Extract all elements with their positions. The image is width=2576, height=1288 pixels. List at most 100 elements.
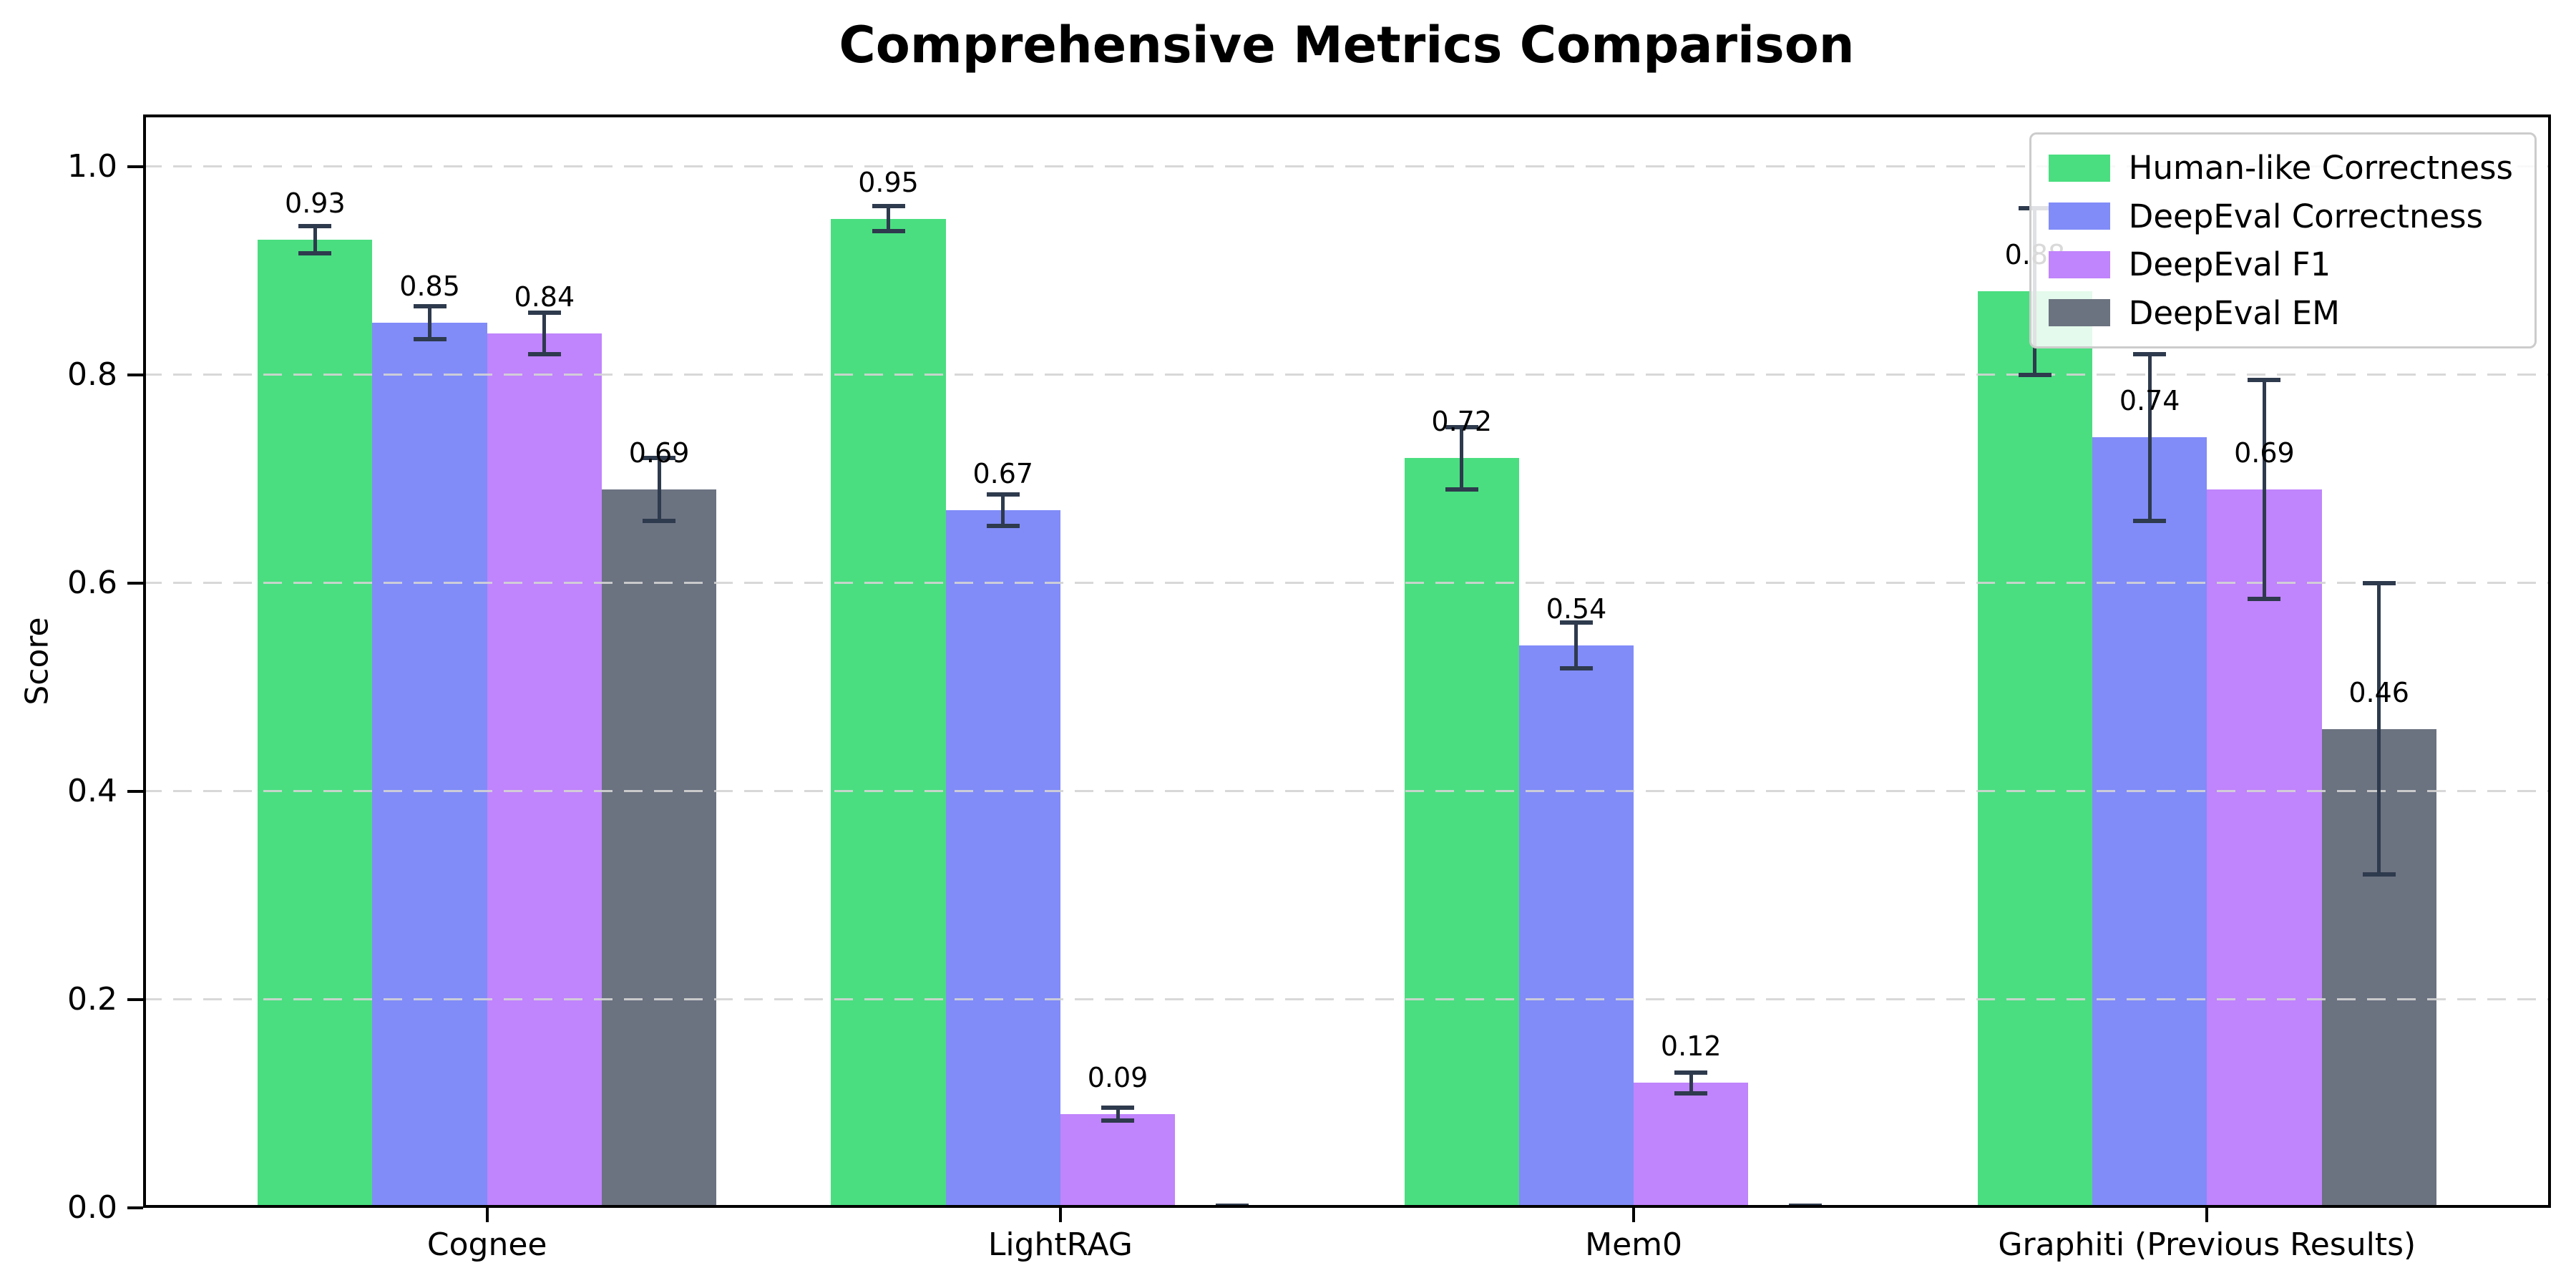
- error-bar-cap: [1101, 1118, 1135, 1123]
- bar-value-label: 0.72: [1431, 406, 1493, 438]
- bar-value-label: 0.12: [1660, 1030, 1722, 1063]
- error-bar-cap: [872, 229, 905, 233]
- error-bar-cap: [2018, 372, 2051, 377]
- error-bar: [887, 206, 891, 231]
- error-bar-cap: [1445, 424, 1478, 429]
- error-bar-cap: [986, 523, 1020, 528]
- error-bar-cap: [1674, 1070, 1708, 1075]
- bar-human-like-correctness-mem0: [1404, 458, 1519, 1208]
- y-tick-mark: [127, 373, 143, 376]
- legend-swatch: [2048, 154, 2110, 182]
- error-bar-cap: [527, 351, 561, 356]
- error-bar-cap: [1789, 1204, 1823, 1208]
- error-bar-cap: [1559, 666, 1593, 671]
- error-bar-cap: [2133, 351, 2167, 356]
- gridline-y-0.8: [143, 374, 2551, 376]
- bar-deepeval-correctness-cognee: [372, 323, 487, 1208]
- error-bar-cap: [1559, 620, 1593, 625]
- error-bar: [1116, 1108, 1120, 1121]
- error-bar-cap: [1101, 1106, 1135, 1111]
- bar-deepeval-correctness-lightrag: [945, 510, 1060, 1208]
- bar-value-label: 0.93: [285, 187, 346, 219]
- error-bar-cap: [1216, 1204, 1249, 1208]
- error-bar: [2147, 353, 2152, 521]
- error-bar-cap: [2248, 596, 2281, 601]
- error-bar: [1574, 623, 1579, 669]
- y-tick-mark: [127, 997, 143, 1001]
- error-bar: [542, 312, 547, 354]
- bar-value-label: 0.74: [2119, 385, 2180, 417]
- bar-deepeval-correctness-mem0: [1518, 645, 1634, 1208]
- legend-label: DeepEval EM: [2128, 293, 2340, 332]
- bar-value-label: 0.84: [514, 280, 575, 313]
- legend: Human-like Correctness DeepEval Correctne…: [2029, 132, 2537, 348]
- error-bar: [1689, 1072, 1693, 1093]
- error-bar: [657, 458, 661, 521]
- error-bar: [1001, 494, 1005, 526]
- error-bar-cap: [2362, 872, 2396, 877]
- bar-human-like-correctness-cognee: [258, 239, 373, 1208]
- legend-item-deepeval-em: DeepEval EM: [2048, 293, 2513, 332]
- bar-value-label: 0.46: [2348, 676, 2409, 708]
- plot-area: 0.93 0.85 0.84 0.69 0.95 0.67 0.09 0.72 0.54 0.12…: [143, 114, 2551, 1208]
- bar-deepeval-correctness-graphiti-previous-results: [2092, 437, 2207, 1208]
- error-bar-cap: [413, 337, 447, 342]
- gridline-y-0.6: [143, 582, 2551, 585]
- error-bar: [2262, 380, 2266, 599]
- y-tick-label: 0.8: [67, 356, 117, 393]
- legend-item-deepeval-f1: DeepEval F1: [2048, 247, 2513, 283]
- error-bar-cap: [2248, 378, 2281, 383]
- bar-value-label: 0.67: [972, 457, 1034, 489]
- bar-deepeval-f1-mem0: [1634, 1083, 1749, 1208]
- bar-value-label: 0.69: [2234, 436, 2295, 469]
- legend-label: Human-like Correctness: [2128, 149, 2513, 187]
- error-bar-cap: [298, 223, 332, 228]
- y-tick-mark: [127, 581, 143, 585]
- gridline-y-0.4: [143, 790, 2551, 793]
- bar-value-label: 0.69: [628, 436, 690, 469]
- bar-human-like-correctness-graphiti-previous-results: [1977, 291, 2093, 1208]
- error-bar: [313, 225, 317, 253]
- y-axis-label: Score: [19, 617, 56, 706]
- legend-swatch: [2048, 203, 2110, 230]
- y-tick-label: 0.0: [67, 1189, 117, 1226]
- gridline-y-1.0: [143, 165, 2551, 168]
- y-tick-mark: [127, 1206, 143, 1209]
- bar-deepeval-f1-cognee: [487, 333, 602, 1208]
- bar-value-label: 0.85: [399, 270, 460, 303]
- error-bar-cap: [986, 492, 1020, 497]
- error-bar-cap: [872, 204, 905, 209]
- x-tick-label-cognee: Cognee: [426, 1226, 547, 1263]
- chart-title: Comprehensive Metrics Comparison: [839, 16, 1855, 74]
- error-bar-cap: [527, 310, 561, 315]
- y-tick-mark: [127, 165, 143, 168]
- y-tick-label: 0.6: [67, 564, 117, 601]
- bar-deepeval-f1-graphiti-previous-results: [2207, 489, 2322, 1208]
- bar-human-like-correctness-lightrag: [831, 218, 946, 1208]
- x-tick-label-graphiti-previous-results: Graphiti (Previous Results): [1998, 1226, 2416, 1263]
- error-bar-cap: [2133, 518, 2167, 523]
- gridline-y-0.2: [143, 998, 2551, 1001]
- legend-swatch: [2048, 299, 2110, 327]
- legend-item-human-like-correctness: Human-like Correctness: [2048, 149, 2513, 187]
- error-bar-cap: [643, 518, 676, 523]
- error-bar: [2377, 582, 2381, 875]
- error-bar: [428, 306, 432, 340]
- legend-item-deepeval-correctness: DeepEval Correctness: [2048, 197, 2513, 235]
- y-tick-mark: [127, 789, 143, 793]
- bar-deepeval-f1-lightrag: [1060, 1114, 1176, 1208]
- y-tick-label: 1.0: [67, 147, 117, 185]
- error-bar: [1460, 426, 1464, 489]
- x-tick-mark: [1058, 1208, 1062, 1222]
- error-bar-cap: [413, 303, 447, 308]
- error-bar-cap: [2362, 580, 2396, 585]
- bar-value-label: 0.95: [858, 166, 919, 198]
- legend-label: DeepEval Correctness: [2128, 197, 2484, 235]
- legend-swatch: [2048, 250, 2110, 278]
- y-tick-label: 0.2: [67, 980, 117, 1018]
- y-tick-label: 0.4: [67, 772, 117, 809]
- error-bar-cap: [298, 250, 332, 255]
- x-tick-mark: [485, 1208, 489, 1222]
- x-tick-mark: [2205, 1208, 2209, 1222]
